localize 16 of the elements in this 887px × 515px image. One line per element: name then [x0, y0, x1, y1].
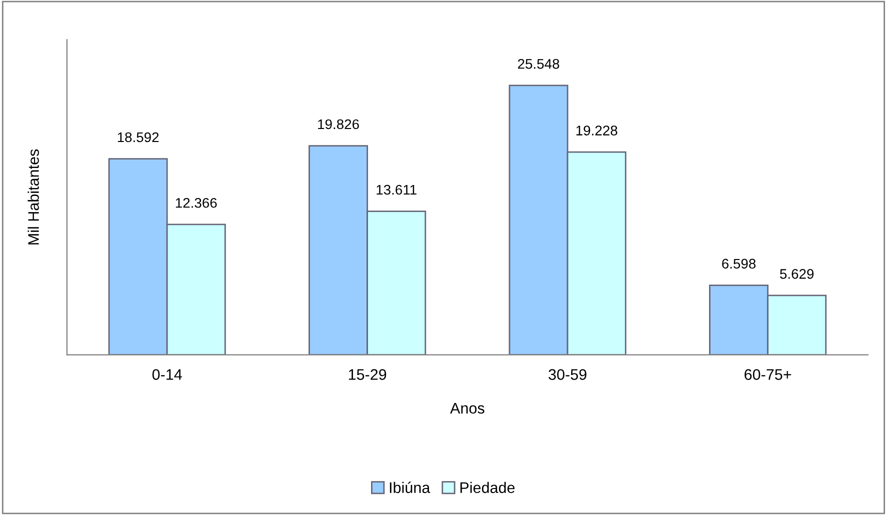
data-label: 18.592: [118, 132, 159, 142]
x-tick-label: 30-59: [548, 369, 586, 380]
x-tick-label: 15-29: [348, 369, 386, 380]
data-label: 19.826: [318, 119, 359, 130]
data-label: 5.629: [780, 269, 814, 279]
y-axis-title: Mil Habitantes: [28, 149, 39, 244]
data-label: 25.548: [518, 58, 560, 69]
x-tick-label: 60-75+: [744, 369, 792, 380]
data-label: 12.366: [176, 198, 217, 208]
x-axis-title: Anos: [450, 402, 484, 414]
data-label: 13.611: [376, 184, 416, 195]
data-label: 6.598: [722, 258, 756, 269]
x-tick-label: 0-14: [152, 369, 182, 380]
legend-label: Piedade: [460, 482, 515, 494]
data-label: 19.228: [576, 126, 618, 136]
legend-label: Ibiúna: [390, 482, 430, 494]
